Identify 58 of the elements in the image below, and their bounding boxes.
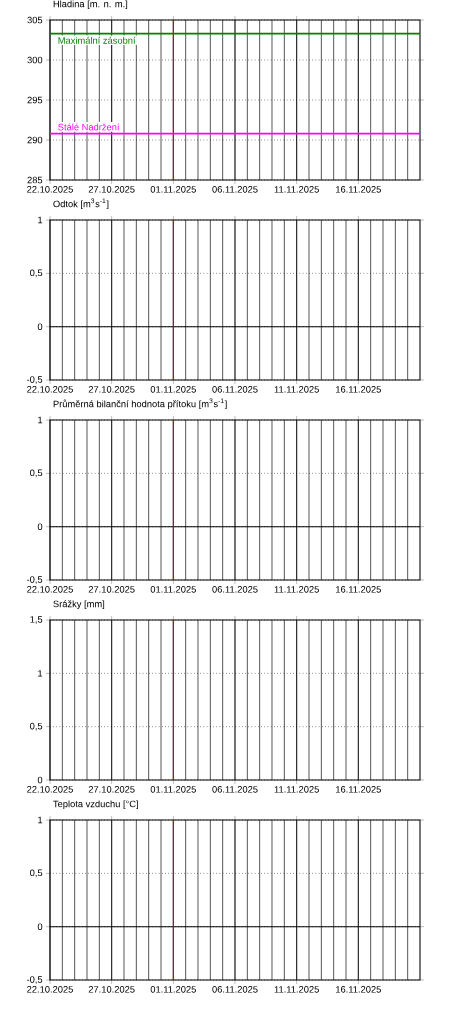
x-tick-label: 06.11.2025 <box>212 186 258 193</box>
chart-title: Průměrná bilanční hodnota přítoku [m$^{3}$s$^{-1}$] <box>53 398 227 410</box>
x-tick-label: 27.10.2025 <box>88 186 135 193</box>
x-tick-label: 06.11.2025 <box>212 586 258 593</box>
y-tick-label: 0,5 <box>30 869 43 878</box>
x-tick-label: 27.10.2025 <box>88 786 135 793</box>
y-tick-label: 300 <box>27 56 43 64</box>
x-tick-label: 01.11.2025 <box>150 386 196 393</box>
x-tick-label: 11.11.2025 <box>274 186 319 193</box>
ref-line-label: Maximální zásobní <box>58 36 136 44</box>
y-tick-label: 285 <box>27 176 43 184</box>
x-tick-label: 11.11.2025 <box>274 586 319 593</box>
x-tick-label: 01.11.2025 <box>150 586 196 593</box>
y-tick-label: -0,5 <box>26 976 43 984</box>
y-tick-label: 295 <box>27 96 43 104</box>
y-tick-label: 1,5 <box>30 616 43 624</box>
ref-line-label: Stálé Nadržení <box>58 123 120 131</box>
x-tick-label: 06.11.2025 <box>212 386 258 393</box>
y-tick-label: 0,5 <box>30 269 43 278</box>
y-tick-label: -0,5 <box>26 376 43 384</box>
x-tick-label: 27.10.2025 <box>88 986 135 993</box>
x-tick-label: 06.11.2025 <box>212 786 258 793</box>
y-tick-label: -0,5 <box>26 576 43 584</box>
y-tick-label: 1 <box>38 816 43 824</box>
x-tick-label: 16.11.2025 <box>336 586 381 593</box>
x-tick-label: 27.10.2025 <box>88 386 135 393</box>
chart-title: Teplota vzduchu [°C] <box>53 800 138 810</box>
y-tick-label: 1 <box>38 216 43 224</box>
y-tick-label: 0 <box>37 776 43 784</box>
chart-title: Srážky [mm] <box>53 600 105 610</box>
y-tick-label: 305 <box>27 16 43 24</box>
x-tick-label: 11.11.2025 <box>274 986 319 993</box>
y-tick-label: 0,5 <box>30 469 43 478</box>
x-tick-label: 22.10.2025 <box>27 986 73 993</box>
y-tick-label: 1 <box>38 670 43 677</box>
x-tick-label: 16.11.2025 <box>336 786 381 793</box>
x-tick-label: 22.10.2025 <box>27 586 73 593</box>
chart-title: Hladina [m. n. m.] <box>53 0 128 10</box>
y-tick-label: 0 <box>37 923 43 930</box>
y-tick-label: 290 <box>27 136 43 144</box>
x-tick-label: 22.10.2025 <box>27 786 73 793</box>
x-tick-label: 27.10.2025 <box>88 586 135 593</box>
x-tick-label: 01.11.2025 <box>150 186 196 193</box>
y-tick-label: 0 <box>37 523 43 530</box>
x-tick-label: 16.11.2025 <box>336 386 381 393</box>
chart-title: Odtok [m$^{3}$s$^{-1}$] <box>53 198 109 210</box>
x-tick-label: 16.11.2025 <box>336 186 381 193</box>
x-tick-label: 22.10.2025 <box>27 186 73 193</box>
x-tick-label: 06.11.2025 <box>212 986 258 993</box>
x-tick-label: 11.11.2025 <box>274 386 319 393</box>
y-tick-label: 0,5 <box>30 722 43 731</box>
y-tick-label: 1 <box>38 416 43 424</box>
x-tick-label: 16.11.2025 <box>336 986 381 993</box>
x-tick-label: 11.11.2025 <box>274 786 319 793</box>
y-tick-label: 0 <box>37 323 43 330</box>
x-tick-label: 22.10.2025 <box>27 386 73 393</box>
x-tick-label: 01.11.2025 <box>150 986 196 993</box>
x-tick-label: 01.11.2025 <box>150 786 196 793</box>
